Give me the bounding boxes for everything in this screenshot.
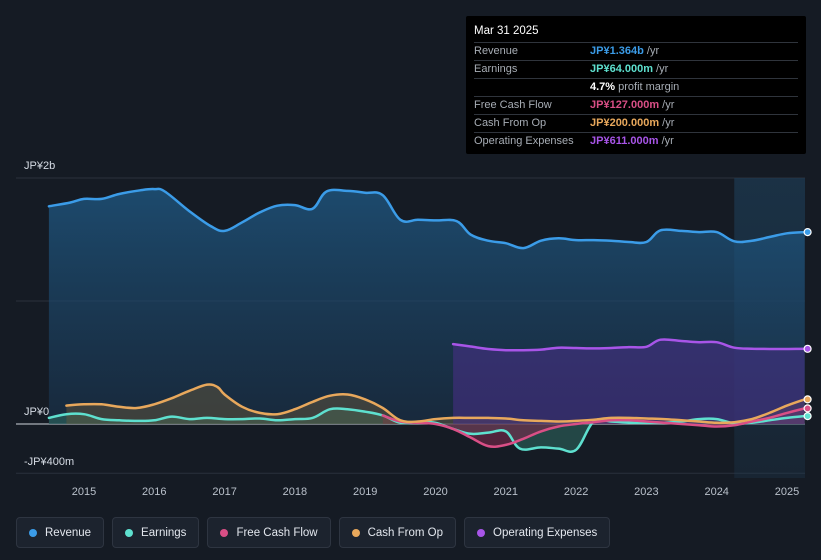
legend-item-cash-from-op[interactable]: Cash From Op — [338, 517, 457, 548]
tooltip-value: JP¥1.364b — [590, 45, 644, 57]
tooltip-label: Earnings — [474, 63, 518, 75]
legend-label: Free Cash Flow — [236, 526, 318, 539]
series-lines — [47, 187, 812, 453]
tooltip-unit: /yr — [659, 117, 675, 129]
cash-from-op-end-point[interactable] — [803, 395, 812, 404]
x-tick-label: 2017 — [212, 486, 236, 498]
tooltip-unit: /yr — [643, 45, 660, 57]
operating-expenses-end-point[interactable] — [803, 344, 812, 353]
operating-expenses-line — [451, 338, 806, 352]
legend-dot-icon — [29, 528, 37, 537]
tooltip-row: Operating Expenses JP¥611.000m /yr — [474, 133, 798, 150]
x-tick-label: 2024 — [704, 486, 728, 498]
tooltip-value: JP¥127.000m — [590, 99, 660, 111]
free-cash-flow-area — [382, 408, 805, 447]
tooltip-label: Operating Expenses — [474, 135, 574, 147]
x-tick-label: 2019 — [353, 486, 377, 498]
tooltip-row: 4.7% profit margin — [474, 79, 798, 97]
y-tick-label: JP¥0 — [24, 406, 49, 418]
y-axis: JP¥2b JP¥0 -JP¥400m — [24, 160, 74, 468]
legend-dot-icon — [477, 528, 486, 537]
legend-label: Earnings — [141, 526, 187, 539]
x-axis: 2015 2016 2017 2018 2019 2020 2021 2022 2023 2024… — [72, 486, 799, 498]
x-tick-label: 2018 — [283, 486, 307, 498]
x-tick-label: 2021 — [494, 486, 518, 498]
series-areas — [48, 188, 805, 452]
tooltip-unit: /yr — [659, 99, 675, 111]
cash-from-op-area — [66, 384, 805, 424]
data-tooltip: Mar 31 2025 Revenue JP¥1.364b /yr Earnings… — [466, 16, 806, 154]
tooltip-value: JP¥611.000m — [590, 135, 659, 147]
legend-dot-icon — [351, 528, 360, 537]
revenue-end-point[interactable] — [803, 228, 812, 237]
operating-expenses-area — [453, 339, 805, 424]
free-cash-flow-line — [381, 407, 806, 448]
legend-item-revenue[interactable]: Revenue — [16, 517, 105, 548]
x-tick-label: 2020 — [423, 486, 447, 498]
free-cash-flow-end-point[interactable] — [803, 404, 812, 413]
x-tick-label: 2022 — [564, 486, 588, 498]
cash-from-op-line — [65, 383, 806, 425]
tooltip-label: Cash From Op — [474, 117, 547, 129]
legend-item-free-cash-flow[interactable]: Free Cash Flow — [207, 517, 331, 548]
tooltip-unit: profit margin — [615, 81, 680, 93]
x-tick-label: 2023 — [634, 486, 658, 498]
tooltip-value: JP¥64.000m — [590, 63, 653, 75]
revenue-line — [47, 187, 806, 250]
legend-label: Revenue — [45, 526, 92, 539]
y-tick-label: -JP¥400m — [24, 456, 74, 468]
tooltip-value: 4.7% — [590, 81, 616, 93]
legend-label: Operating Expenses — [493, 526, 598, 539]
legend-dot-icon — [220, 528, 229, 537]
earnings-end-point[interactable] — [803, 412, 812, 421]
tooltip-row: Cash From Op JP¥200.000m /yr — [474, 115, 798, 133]
legend-dot-icon — [125, 528, 134, 537]
tooltip-label — [474, 79, 590, 96]
tooltip-unit: /yr — [653, 63, 669, 75]
tooltip-unit: /yr — [658, 135, 674, 147]
tooltip-value: JP¥200.000m — [590, 117, 660, 129]
tooltip-row: Revenue JP¥1.364b /yr — [474, 43, 798, 61]
tooltip-date: Mar 31 2025 — [474, 22, 798, 43]
x-tick-label: 2016 — [142, 486, 166, 498]
y-tick-label: JP¥2b — [24, 160, 55, 172]
tooltip-label: Revenue — [474, 45, 519, 57]
legend-item-operating-expenses[interactable]: Operating Expenses — [464, 517, 611, 548]
legend-item-earnings[interactable]: Earnings — [112, 517, 200, 548]
legend-label: Cash From Op — [367, 526, 444, 539]
x-tick-label: 2025 — [775, 486, 799, 498]
x-tick-label: 2015 — [72, 486, 96, 498]
tooltip-row: Free Cash Flow JP¥127.000m /yr — [474, 97, 798, 115]
tooltip-label: Free Cash Flow — [474, 99, 552, 111]
chart-legend: Revenue Earnings Free Cash Flow Cash From O… — [16, 517, 611, 548]
tooltip-row: Earnings JP¥64.000m /yr — [474, 61, 798, 79]
